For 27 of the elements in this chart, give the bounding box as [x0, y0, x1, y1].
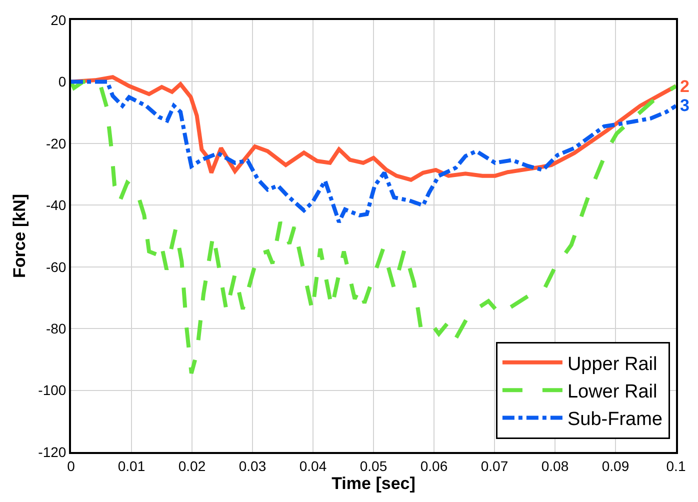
line-series [71, 80, 676, 376]
legend-label: Upper Rail [567, 354, 658, 375]
line-series [71, 80, 676, 224]
y-tick-label: -40 [46, 197, 66, 214]
x-tick-label: 0.07 [480, 458, 508, 474]
legend-label: Lower Rail [567, 382, 658, 402]
y-tick-label: -120 [38, 444, 66, 460]
y-tick-label: -60 [46, 258, 66, 275]
x-tick-label: 0.09 [602, 458, 630, 474]
y-tick-label: -80 [46, 320, 66, 336]
x-axis-title: Time [sec] [332, 474, 416, 493]
y-tick-label: -100 [38, 382, 66, 398]
y-axis-title: Force [kN] [10, 194, 30, 278]
legend-label: Sub-Frame [567, 409, 662, 430]
y-tick-label: 0 [58, 74, 66, 90]
x-tick-label: 0.04 [299, 458, 327, 474]
x-tick-label: 0.1 [666, 458, 686, 474]
x-tick-label: 0.05 [360, 458, 388, 474]
x-tick-label: 0.01 [118, 458, 146, 474]
annotation: 3 [680, 96, 690, 115]
y-tick-label: -20 [46, 135, 66, 152]
y-tick-label: 20 [50, 12, 66, 28]
annotation: 2 [680, 77, 690, 96]
x-tick-label: 0.06 [420, 458, 448, 474]
x-tick-label: 0.02 [178, 458, 206, 474]
x-tick-label: 0.08 [541, 458, 569, 474]
x-tick-label: 0.03 [238, 458, 266, 474]
